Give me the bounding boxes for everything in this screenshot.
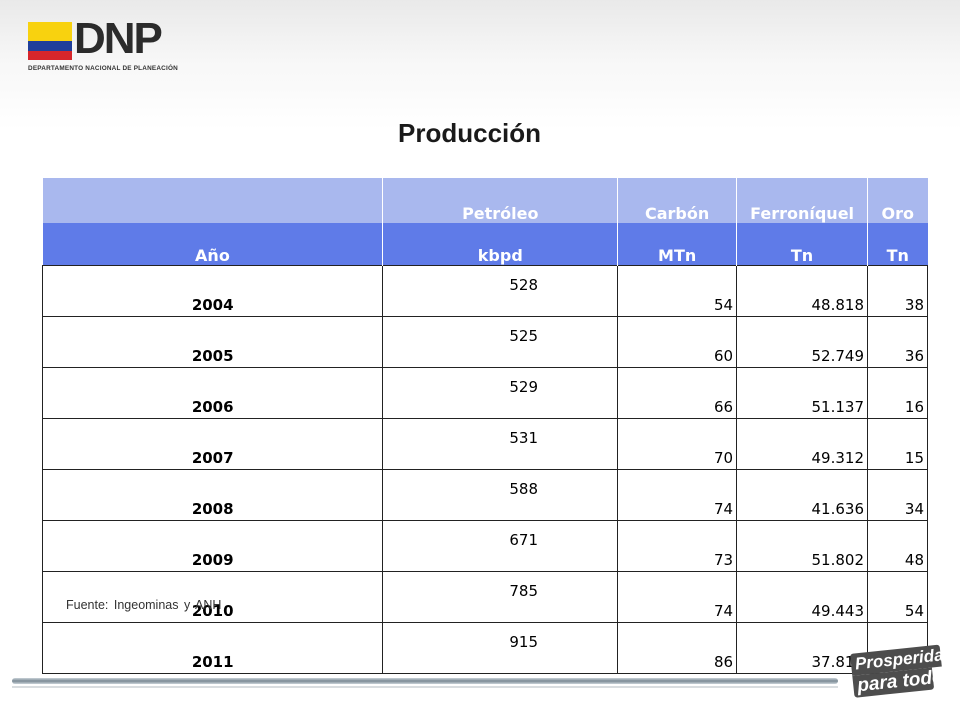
colombia-flag-icon <box>28 22 72 60</box>
petroleo-cell: 915 <box>382 622 619 674</box>
oro-cell: 36 <box>867 316 928 368</box>
oro-cell: 54 <box>867 571 928 623</box>
header-cell: Oro <box>867 178 928 223</box>
oro-cell: 15 <box>867 418 928 470</box>
petroleo-cell: 531 <box>382 418 619 470</box>
carbon-cell: 66 <box>617 367 738 419</box>
carbon-cell: 70 <box>617 418 738 470</box>
ferroniquel-cell: 52.749 <box>736 316 869 368</box>
table-row: 2007 531 70 49.312 15 <box>41 418 928 470</box>
header-cell: Carbón <box>617 178 737 223</box>
petroleo-cell: 528 <box>382 265 619 317</box>
header-cell: Año <box>42 223 383 266</box>
header-cell: Petróleo <box>382 178 618 223</box>
petroleo-cell: 785 <box>382 571 619 623</box>
petroleo-cell: 529 <box>382 367 619 419</box>
logo-subtitle: DEPARTAMENTO NACIONAL DE PLANEACIÓN <box>28 65 178 72</box>
prosperidad-para-todos-logo: Prosperidad para todos <box>850 644 955 706</box>
ferroniquel-cell: 37.817 <box>736 622 869 674</box>
oro-cell: 16 <box>867 367 928 419</box>
year-cell: 2008 <box>41 469 384 521</box>
year-cell: 2009 <box>41 520 384 572</box>
oro-cell: 34 <box>867 469 928 521</box>
logo-text: DNP <box>74 14 163 63</box>
table-row: 2004 528 54 48.818 38 <box>41 265 928 317</box>
year-cell: 2006 <box>41 367 384 419</box>
carbon-cell: 60 <box>617 316 738 368</box>
year-cell: 2010 <box>41 571 384 623</box>
ferroniquel-cell: 49.443 <box>736 571 869 623</box>
header-cell: Tn <box>867 223 928 266</box>
table-row: 2006 529 66 51.137 16 <box>41 367 928 419</box>
oro-cell: 48 <box>867 520 928 572</box>
table-row: 2011 915 86 37.817 56 <box>41 622 928 674</box>
page-title: Producción <box>398 118 542 148</box>
carbon-cell: 74 <box>617 469 738 521</box>
table-row: 2010 785 74 49.443 54 <box>41 571 928 623</box>
footer-divider <box>12 678 838 684</box>
header-cell: Ferroníquel <box>736 178 868 223</box>
ferroniquel-cell: 48.818 <box>736 265 869 317</box>
table-header-units: Año kbpd MTn Tn Tn <box>42 223 928 266</box>
petroleo-cell: 588 <box>382 469 619 521</box>
footer-divider-shadow <box>12 686 838 688</box>
carbon-cell: 73 <box>617 520 738 572</box>
ferroniquel-cell: 41.636 <box>736 469 869 521</box>
year-cell: 2011 <box>41 622 384 674</box>
header-cell: kbpd <box>382 223 618 266</box>
table-row: 2005 525 60 52.749 36 <box>41 316 928 368</box>
ferroniquel-cell: 51.137 <box>736 367 869 419</box>
table-header-products: Petróleo Carbón Ferroníquel Oro <box>42 178 928 223</box>
source-note: Fuente: Ingeominas y ANH <box>66 598 222 612</box>
oro-cell: 38 <box>867 265 928 317</box>
year-cell: 2004 <box>41 265 384 317</box>
year-cell: 2005 <box>41 316 384 368</box>
ferroniquel-cell: 49.312 <box>736 418 869 470</box>
ferroniquel-cell: 51.802 <box>736 520 869 572</box>
table-row: 2008 588 74 41.636 34 <box>41 469 928 521</box>
petroleo-cell: 671 <box>382 520 619 572</box>
production-table: Petróleo Carbón Ferroníquel Oro Año kbpd… <box>41 178 928 674</box>
carbon-cell: 54 <box>617 265 738 317</box>
dnp-logo: DNP DEPARTAMENTO NACIONAL DE PLANEACIÓN <box>28 14 178 72</box>
table-row: 2009 671 73 51.802 48 <box>41 520 928 572</box>
header-cell <box>42 178 383 223</box>
carbon-cell: 74 <box>617 571 738 623</box>
header-cell: MTn <box>617 223 737 266</box>
carbon-cell: 86 <box>617 622 738 674</box>
petroleo-cell: 525 <box>382 316 619 368</box>
header-cell: Tn <box>736 223 868 266</box>
year-cell: 2007 <box>41 418 384 470</box>
